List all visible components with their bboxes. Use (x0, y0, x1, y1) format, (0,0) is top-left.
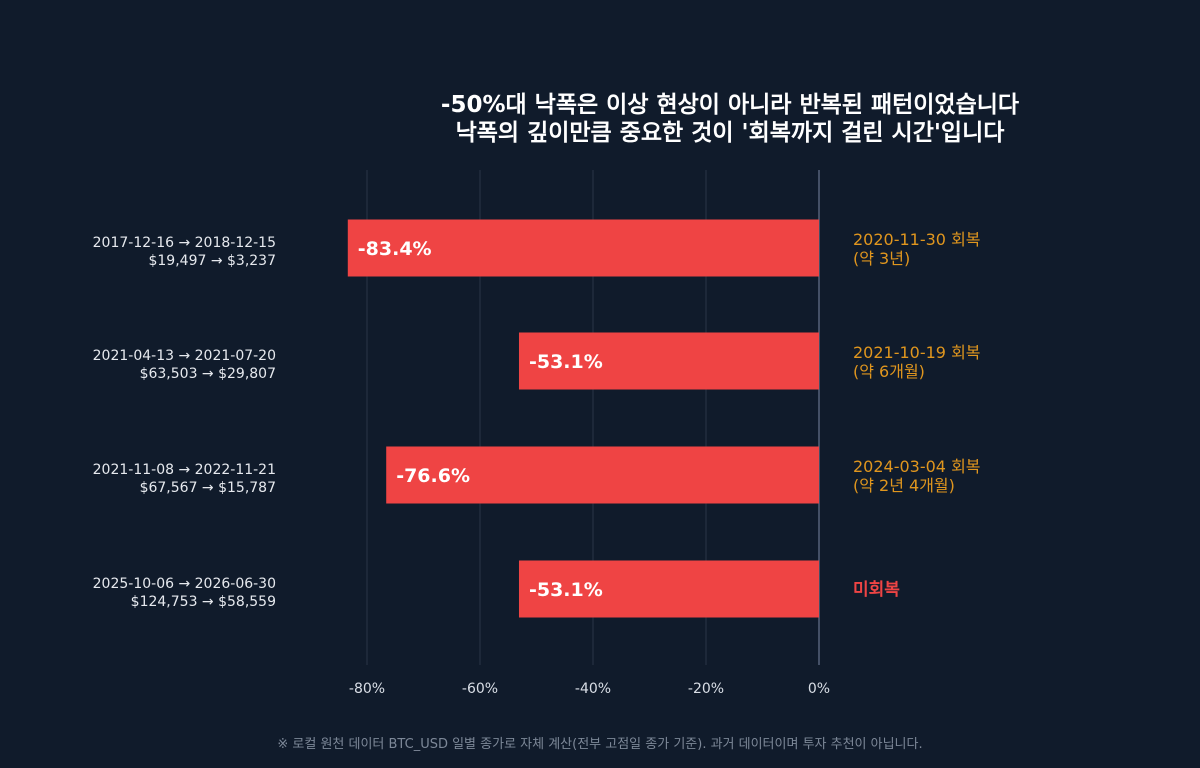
bar-value-label: -53.1% (529, 579, 603, 601)
x-tick-label: -20% (688, 681, 724, 697)
row-period-label: 2025-10-06 → 2026-06-30 (93, 576, 276, 592)
bar-value-label: -83.4% (358, 238, 432, 260)
recovery-duration-label: (약 6개월) (853, 362, 925, 381)
bar (518, 560, 819, 618)
recovery-label: 2021-10-19 회복 (853, 343, 981, 362)
recovery-label: 미회복 (853, 580, 900, 600)
row-price-label: $63,503 → $29,807 (140, 366, 276, 382)
bar (386, 446, 819, 504)
row-period-label: 2017-12-16 → 2018-12-15 (93, 235, 276, 251)
footnote: ※ 로컬 원천 데이터 BTC_USD 일별 종가로 자체 계산(전부 고점일 … (277, 737, 923, 752)
row-price-label: $67,567 → $15,787 (140, 480, 276, 496)
row-price-label: $19,497 → $3,237 (148, 253, 276, 269)
x-tick-label: -80% (349, 681, 385, 697)
recovery-label: 2020-11-30 회복 (853, 230, 981, 249)
bar-value-label: -53.1% (529, 351, 603, 373)
row-price-label: $124,753 → $58,559 (131, 594, 276, 610)
row-period-label: 2021-04-13 → 2021-07-20 (93, 348, 276, 364)
bar (347, 219, 819, 277)
bar-value-label: -76.6% (396, 465, 470, 487)
chart-title-line1: -50%대 낙폭은 이상 현상이 아니라 반복된 패턴이었습니다 (440, 92, 1020, 118)
recovery-duration-label: (약 2년 4개월) (853, 476, 955, 495)
x-tick-label: 0% (808, 681, 830, 697)
chart-title-line2: 낙폭의 깊이만큼 중요한 것이 '회복까지 걸린 시간'입니다 (455, 120, 1005, 146)
x-tick-label: -40% (575, 681, 611, 697)
recovery-duration-label: (약 3년) (853, 249, 910, 268)
recovery-label: 2024-03-04 회복 (853, 457, 981, 476)
x-tick-label: -60% (462, 681, 498, 697)
bar (518, 332, 819, 390)
row-period-label: 2021-11-08 → 2022-11-21 (93, 462, 276, 478)
